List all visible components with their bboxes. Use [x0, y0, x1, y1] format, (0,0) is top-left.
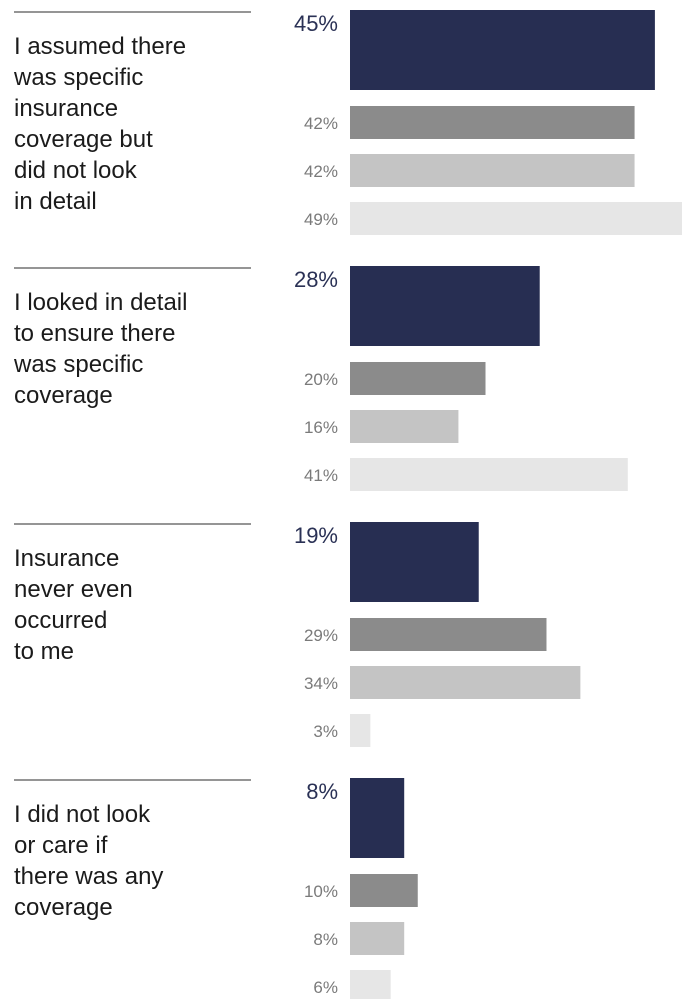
- bar-series-4: [350, 202, 682, 235]
- data-label: 6%: [313, 978, 338, 997]
- data-label: 16%: [304, 418, 338, 437]
- bar-series-4: [350, 970, 391, 999]
- bar-series-4: [350, 714, 371, 747]
- data-label: 42%: [304, 114, 338, 133]
- category-label: I did not look or care if there was any cov…: [14, 801, 163, 921]
- data-label: 45%: [294, 11, 338, 36]
- bar-series-3: [350, 154, 635, 187]
- bar-series-3: [350, 666, 581, 699]
- data-label: 10%: [304, 882, 338, 901]
- bar-series-2: [350, 874, 418, 907]
- data-label: 42%: [304, 162, 338, 181]
- data-label: 28%: [294, 267, 338, 292]
- bar-series-1: [350, 778, 405, 858]
- data-label: 34%: [304, 674, 338, 693]
- bar-series-3: [350, 922, 405, 955]
- bar-series-1: [350, 522, 479, 602]
- category-label: Insurance never even occurred to me: [14, 545, 133, 665]
- bar-series-2: [350, 362, 486, 395]
- data-label: 8%: [313, 930, 338, 949]
- bar-series-3: [350, 410, 459, 443]
- data-label: 8%: [306, 779, 338, 804]
- data-label: 3%: [313, 722, 338, 741]
- bar-series-1: [350, 10, 655, 90]
- bar-series-4: [350, 458, 628, 491]
- data-label: 29%: [304, 626, 338, 645]
- data-label: 20%: [304, 370, 338, 389]
- category-label: I looked in detail to ensure there was spe…: [13, 289, 187, 409]
- data-label: 41%: [304, 466, 338, 485]
- data-label: 19%: [294, 523, 338, 548]
- data-label: 49%: [304, 210, 338, 229]
- category-label: I assumed there was specific insurance cove…: [13, 33, 186, 215]
- bar-series-2: [350, 618, 547, 651]
- bar-series-2: [350, 106, 635, 139]
- bar-series-1: [350, 266, 540, 346]
